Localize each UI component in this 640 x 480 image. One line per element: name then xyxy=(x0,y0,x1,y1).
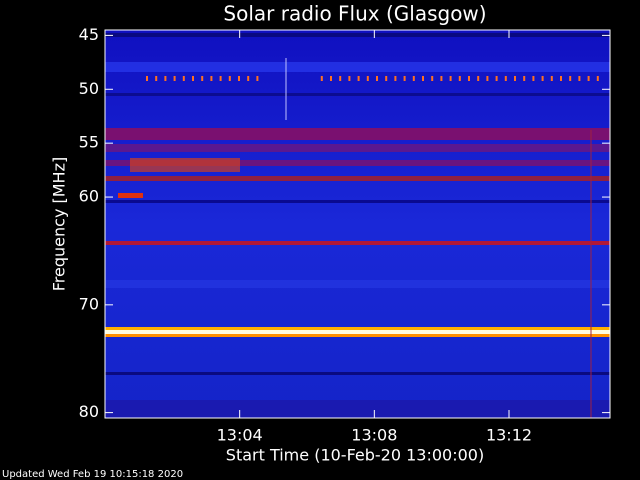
burst xyxy=(118,193,143,198)
dot xyxy=(541,76,544,81)
dot xyxy=(146,76,148,81)
dot xyxy=(431,76,434,81)
dot xyxy=(504,76,507,81)
dot xyxy=(366,76,369,81)
dot xyxy=(247,76,250,81)
dot xyxy=(330,76,332,81)
dot xyxy=(182,76,185,81)
band xyxy=(105,33,610,37)
dot xyxy=(256,76,259,81)
dot xyxy=(514,76,516,81)
band xyxy=(105,176,610,181)
spectrogram xyxy=(105,30,610,418)
band xyxy=(105,400,610,418)
dot xyxy=(495,76,498,81)
x-tick-label: 13:12 xyxy=(486,426,532,445)
dot xyxy=(422,76,424,81)
dot xyxy=(569,76,572,81)
footer: Updated Wed Feb 19 10:15:18 2020 xyxy=(2,469,183,480)
dot xyxy=(550,76,553,81)
band xyxy=(105,144,610,152)
x-axis-label: Start Time (10-Feb-20 13:00:00) xyxy=(226,446,484,465)
y-tick-label: 80 xyxy=(79,402,99,421)
dot xyxy=(596,76,599,81)
chart-title: Solar radio Flux (Glasgow) xyxy=(223,2,486,26)
band xyxy=(105,62,610,72)
dot xyxy=(201,76,204,81)
band xyxy=(105,93,610,96)
dot xyxy=(348,76,351,81)
dot xyxy=(458,76,461,81)
dot-row xyxy=(146,76,599,81)
dot xyxy=(578,76,581,81)
dot xyxy=(219,76,222,81)
dot xyxy=(320,76,323,81)
band xyxy=(105,200,610,203)
dot xyxy=(477,76,480,81)
band xyxy=(105,327,610,331)
dot xyxy=(210,76,213,81)
dot xyxy=(394,76,397,81)
y-axis-label: Frequency [MHz] xyxy=(50,157,69,291)
y-tick-label: 45 xyxy=(79,25,99,44)
dot xyxy=(238,76,240,81)
dot xyxy=(403,76,406,81)
dot xyxy=(357,76,360,81)
band xyxy=(105,128,610,140)
spectrogram-background xyxy=(105,30,610,418)
band xyxy=(105,372,610,375)
dot xyxy=(523,76,526,81)
dot xyxy=(385,76,388,81)
dot xyxy=(449,76,452,81)
dot xyxy=(228,76,231,81)
dot xyxy=(532,76,535,81)
dot xyxy=(440,76,443,81)
dot xyxy=(468,76,470,81)
y-tick-label: 55 xyxy=(79,133,99,152)
burst xyxy=(130,158,240,172)
band xyxy=(105,280,610,288)
x-tick-label: 13:08 xyxy=(351,426,397,445)
dot xyxy=(486,76,489,81)
x-tick-label: 13:04 xyxy=(217,426,263,445)
band xyxy=(105,160,610,166)
dot xyxy=(339,76,342,81)
band xyxy=(105,330,610,334)
band xyxy=(105,241,610,245)
y-tick-label: 50 xyxy=(79,79,99,98)
dot xyxy=(587,76,590,81)
dot xyxy=(155,76,158,81)
y-tick-label: 60 xyxy=(79,187,99,206)
band xyxy=(105,334,610,337)
dot xyxy=(376,76,378,81)
dot xyxy=(560,76,562,81)
y-tick-label: 70 xyxy=(79,294,99,313)
dot xyxy=(412,76,415,81)
dot xyxy=(164,76,167,81)
dot xyxy=(173,76,176,81)
dot xyxy=(192,76,194,81)
plot-frame xyxy=(104,29,611,419)
